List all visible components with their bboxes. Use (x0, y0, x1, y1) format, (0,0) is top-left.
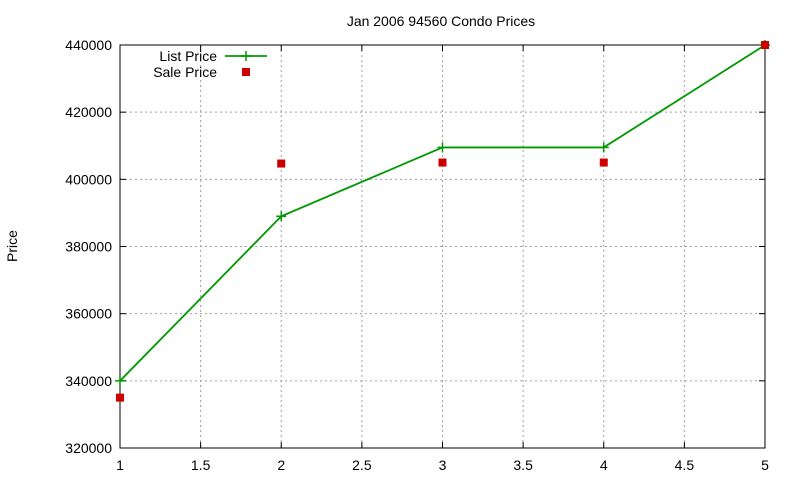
series-layer (115, 40, 770, 402)
y-tick-label: 400000 (65, 171, 112, 187)
data-point (116, 393, 124, 402)
axis-ticks: 1 1.5 2 2.5 3 3.5 4 4.5 5 320000 340000 360000 38000… (65, 37, 769, 473)
legend-marker (241, 51, 251, 61)
y-tick-label: 420000 (65, 104, 112, 120)
data-point (761, 41, 769, 49)
x-tick-label: 1 (116, 457, 124, 473)
x-tick-label: 3 (439, 457, 447, 473)
y-axis-label: Price (4, 230, 20, 262)
y-tick-label: 320000 (65, 440, 112, 456)
legend-label: List Price (159, 48, 217, 64)
data-point (115, 375, 125, 386)
x-tick-label: 3.5 (513, 457, 533, 473)
data-point (599, 158, 608, 167)
data-point (598, 142, 609, 153)
x-tick-label: 4.5 (675, 457, 695, 473)
chart-title: Jan 2006 94560 Condo Prices (347, 13, 535, 29)
data-point (437, 142, 448, 153)
x-tick-label: 2 (277, 457, 285, 473)
y-tick-label: 360000 (65, 306, 112, 322)
data-point (276, 211, 287, 222)
series-sale-price (116, 41, 769, 402)
data-point (438, 158, 447, 167)
y-tick-label: 340000 (65, 373, 112, 389)
y-tick-label: 380000 (65, 239, 112, 255)
grid-lines (120, 45, 765, 448)
legend-label: Sale Price (153, 64, 217, 80)
x-tick-label: 4 (600, 457, 608, 473)
x-tick-label: 1.5 (191, 457, 211, 473)
data-point (277, 159, 286, 168)
x-tick-label: 5 (761, 457, 769, 473)
x-tick-label: 2.5 (352, 457, 372, 473)
legend-marker (242, 68, 250, 76)
y-tick-label: 440000 (65, 37, 112, 53)
